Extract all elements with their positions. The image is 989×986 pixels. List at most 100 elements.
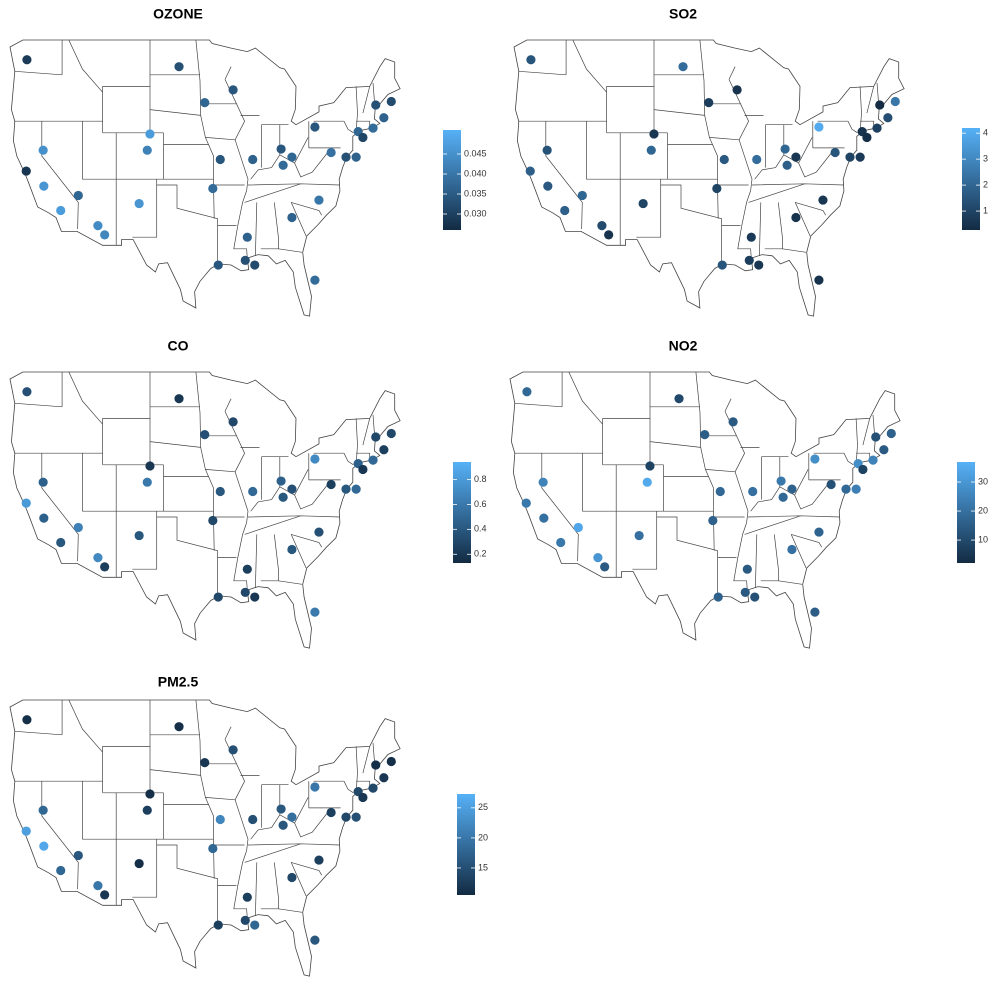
station-point <box>752 154 762 165</box>
station-point <box>351 484 361 494</box>
state-border <box>205 797 215 879</box>
station-point <box>642 477 652 487</box>
station-point <box>791 152 801 162</box>
station-point <box>310 122 320 132</box>
state-border <box>250 797 309 840</box>
us-outline <box>509 371 901 649</box>
station-point <box>525 166 535 176</box>
station-point <box>287 484 297 494</box>
colorbar-label: 10 <box>978 534 988 544</box>
station-point <box>278 160 288 170</box>
station-point <box>326 147 336 158</box>
state-border <box>244 183 301 203</box>
station-point <box>21 166 31 176</box>
station-point <box>287 152 297 162</box>
station-point <box>208 183 218 194</box>
colorbar-label: 30 <box>978 476 988 486</box>
colorbar-label: 2 <box>983 179 988 189</box>
us-outline <box>9 39 401 317</box>
map-panel: OZONE 0.030 0.035 0.040 0.045 <box>9 6 487 317</box>
station-point <box>240 587 250 598</box>
station-point <box>22 55 32 65</box>
station-point <box>886 428 896 439</box>
colorbar-label: 0.4 <box>474 524 487 534</box>
state-border <box>260 534 279 582</box>
station-point <box>38 477 48 487</box>
station-point <box>358 132 368 143</box>
state-border <box>294 152 328 178</box>
station-point <box>250 592 260 602</box>
station-point <box>39 181 49 191</box>
station-point <box>371 760 381 770</box>
station-point <box>287 812 297 822</box>
state-border <box>798 152 832 178</box>
station-point <box>174 722 184 732</box>
state-border <box>632 511 658 570</box>
state-border <box>291 534 323 548</box>
station-point <box>145 789 155 799</box>
station-point <box>386 96 396 107</box>
station-point <box>875 100 885 110</box>
colorbar-label: 0.8 <box>474 474 487 484</box>
station-point <box>56 865 66 876</box>
map-panel: NO2 10 20 30 <box>509 338 988 649</box>
state-border <box>255 534 258 588</box>
station-point <box>310 782 320 792</box>
state-border <box>755 534 758 588</box>
state-border <box>653 109 705 116</box>
state-border <box>660 184 722 264</box>
state-border <box>636 179 662 238</box>
state-border <box>748 183 805 203</box>
state-border <box>794 202 811 237</box>
state-border <box>817 120 858 134</box>
station-point <box>39 841 49 851</box>
station-point <box>712 183 722 194</box>
station-point <box>782 160 792 170</box>
station-point <box>73 190 83 201</box>
station-point <box>326 479 336 490</box>
station-point <box>593 553 603 563</box>
station-point <box>719 154 729 165</box>
station-point <box>787 484 797 494</box>
state-border <box>313 452 354 466</box>
station-point <box>645 461 655 471</box>
station-point <box>358 792 368 803</box>
state-border <box>545 121 583 230</box>
colorbar <box>443 130 461 230</box>
station-point <box>310 275 320 285</box>
colorbar-label: 0.035 <box>464 188 487 198</box>
station-point <box>787 544 797 555</box>
state-border <box>290 862 307 897</box>
us-outline <box>513 39 905 317</box>
station-point <box>754 260 764 270</box>
state-border <box>795 202 827 216</box>
station-point <box>597 221 607 231</box>
station-point <box>841 484 851 494</box>
state-border <box>656 516 718 596</box>
map-panel: PM2.5 15 20 25 <box>9 674 488 977</box>
station-point <box>174 394 184 404</box>
station-point <box>573 522 583 533</box>
station-point <box>649 129 659 139</box>
station-point <box>818 195 828 205</box>
state-border <box>149 769 201 776</box>
station-point <box>22 715 32 725</box>
station-point <box>379 445 389 455</box>
station-point <box>778 492 788 502</box>
state-border <box>695 371 706 470</box>
state-border <box>294 812 328 838</box>
state-border <box>224 726 232 740</box>
state-border <box>247 183 340 186</box>
station-point <box>521 498 531 508</box>
station-point <box>145 461 155 471</box>
station-point <box>826 479 836 490</box>
station-point <box>200 430 210 440</box>
station-point <box>814 122 824 132</box>
state-border <box>782 248 807 253</box>
station-point <box>539 513 549 523</box>
station-point <box>810 454 820 464</box>
state-border <box>132 511 158 570</box>
station-point <box>379 773 389 783</box>
state-border <box>705 469 736 473</box>
station-point <box>868 455 878 465</box>
